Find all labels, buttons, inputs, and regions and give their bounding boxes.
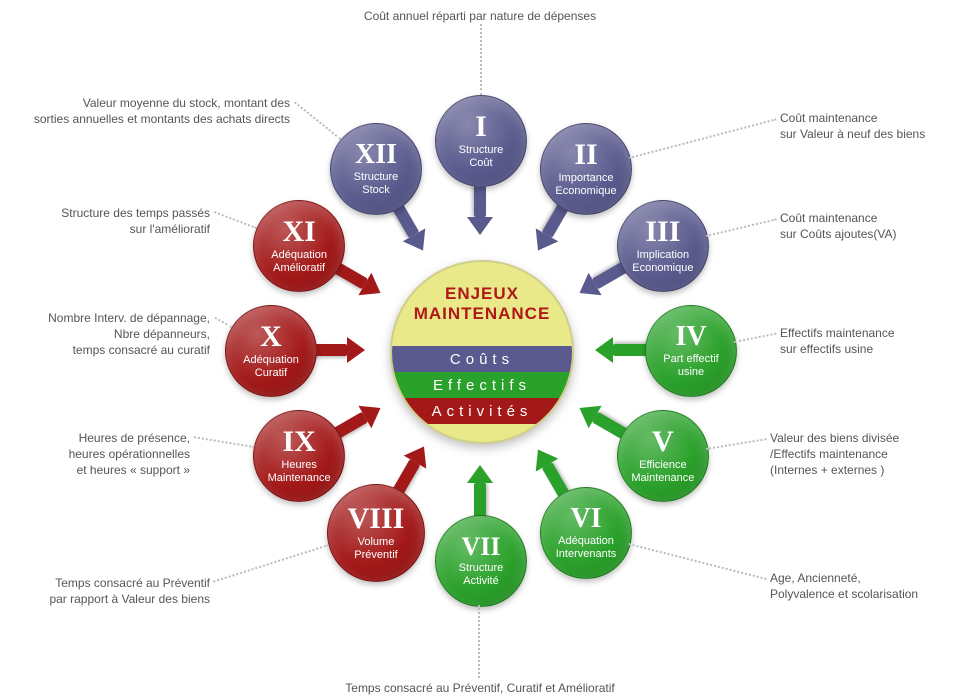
node-roman: X <box>260 322 282 352</box>
node-label: ImportanceEconomique <box>549 172 622 197</box>
node-roman: II <box>574 140 597 170</box>
node-roman: VII <box>461 534 500 560</box>
node-label: HeuresMaintenance <box>262 459 337 484</box>
connector-x <box>214 316 232 327</box>
node-label: StructureActivité <box>453 562 510 587</box>
center-band-effectifs: Effectifs <box>392 372 572 398</box>
node-label: Part effectifusine <box>657 353 724 378</box>
annotation-iv: Effectifs maintenancesur effectifs usine <box>780 325 950 357</box>
node-roman: III <box>645 217 680 247</box>
annotation-xii: Valeur moyenne du stock, montant dessort… <box>10 95 290 127</box>
annotation-xi: Structure des temps passéssur l'améliora… <box>10 205 210 237</box>
node-label: StructureStock <box>348 171 405 196</box>
node-viii: VIIIVolumePréventif <box>327 484 425 582</box>
annotation-i: Coût annuel réparti par nature de dépens… <box>280 8 680 24</box>
annotation-vi: Age, Ancienneté,Polyvalence et scolarisa… <box>770 570 960 602</box>
node-label: AdéquationCuratif <box>237 354 305 379</box>
connector-vii <box>478 605 480 678</box>
node-xii: XIIStructureStock <box>330 123 422 215</box>
node-vii: VIIStructureActivité <box>435 515 527 607</box>
node-label: ImplicationEconomique <box>626 249 699 274</box>
node-label: EfficienceMaintenance <box>625 459 700 484</box>
center-band-costs: Coûts <box>392 346 572 372</box>
connector-i <box>480 24 482 95</box>
node-i: IStructureCoût <box>435 95 527 187</box>
connector-v <box>706 438 766 450</box>
center-title-2: MAINTENANCE <box>414 304 551 324</box>
center-title-wrap: ENJEUX MAINTENANCE <box>392 262 572 346</box>
node-roman: V <box>652 427 674 457</box>
node-label: AdéquationAmélioratif <box>265 249 333 274</box>
connector-vi <box>628 543 766 580</box>
node-xi: XIAdéquationAmélioratif <box>253 200 345 292</box>
connector-xii <box>294 101 341 139</box>
node-roman: I <box>475 112 487 142</box>
center-title-1: ENJEUX <box>445 284 519 304</box>
node-label: StructureCoût <box>453 144 510 169</box>
node-label: AdéquationIntervenants <box>550 535 623 560</box>
node-label: VolumePréventif <box>348 536 403 561</box>
node-roman: XII <box>355 141 397 169</box>
connector-ix <box>194 436 254 448</box>
annotation-iii: Coût maintenancesur Coûts ajoutes(VA) <box>780 210 950 242</box>
connector-viii <box>213 544 329 583</box>
annotation-ii: Coût maintenancesur Valeur à neuf des bi… <box>780 110 950 142</box>
annotation-x: Nombre Interv. de dépannage,Nbre dépanne… <box>10 310 210 359</box>
node-ii: IIImportanceEconomique <box>540 123 632 215</box>
annotation-v: Valeur des biens divisée/Effectifs maint… <box>770 430 960 479</box>
node-roman: VI <box>570 505 601 533</box>
node-roman: VIII <box>348 504 405 534</box>
node-roman: IX <box>282 427 315 457</box>
node-x: XAdéquationCuratif <box>225 305 317 397</box>
node-iv: IVPart effectifusine <box>645 305 737 397</box>
node-ix: IXHeuresMaintenance <box>253 410 345 502</box>
connector-xi <box>214 211 257 229</box>
center-disc: ENJEUX MAINTENANCE Coûts Effectifs Activ… <box>390 260 574 444</box>
node-iii: IIIImplicationEconomique <box>617 200 709 292</box>
connector-ii <box>629 118 777 159</box>
connector-iv <box>734 333 776 343</box>
annotation-vii: Temps consacré au Préventif, Curatif et … <box>270 680 690 696</box>
node-roman: IV <box>675 323 706 351</box>
node-vi: VIAdéquationIntervenants <box>540 487 632 579</box>
connector-iii <box>706 218 777 237</box>
center-band-activites: Activités <box>392 398 572 424</box>
annotation-viii: Temps consacré au Préventifpar rapport à… <box>10 575 210 607</box>
node-roman: XI <box>282 217 315 247</box>
node-v: VEfficienceMaintenance <box>617 410 709 502</box>
annotation-ix: Heures de présence,heures opérationnelle… <box>10 430 190 479</box>
